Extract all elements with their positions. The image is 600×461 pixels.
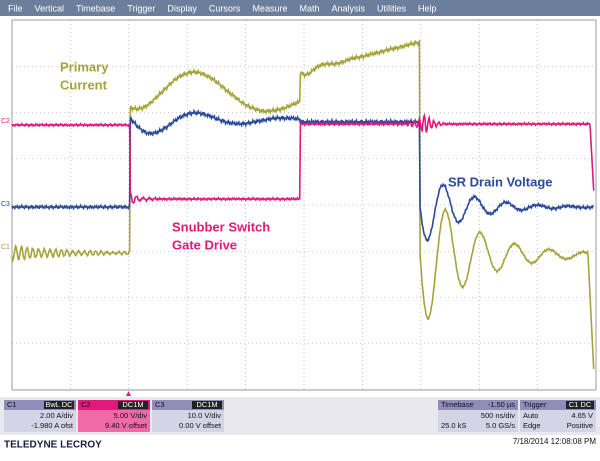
- channel-name: C1: [7, 400, 17, 409]
- badge: [44, 401, 74, 409]
- trace-marker: C2: [1, 118, 10, 125]
- trace-c2: [11, 112, 595, 204]
- menu-item[interactable]: Vertical: [35, 3, 65, 13]
- menu-item[interactable]: Utilities: [377, 3, 407, 13]
- badge: [118, 401, 148, 409]
- info-right: Positive: [567, 421, 593, 430]
- menu-item[interactable]: Measure: [252, 3, 287, 13]
- menu-item[interactable]: Timebase: [76, 3, 115, 13]
- menu-item[interactable]: Trigger: [127, 3, 155, 13]
- info-header: [520, 400, 596, 410]
- channel-offset: -1.980 A ofst: [31, 421, 74, 430]
- menu-bar: [0, 0, 600, 16]
- menu-item[interactable]: Help: [418, 3, 437, 13]
- channel-scale: 5.00 V/div: [114, 411, 148, 420]
- channel-name: C2: [81, 400, 91, 409]
- badge-text: C1 DC: [569, 400, 592, 409]
- channel-scale: 10.0 V/div: [188, 411, 222, 420]
- menu-item[interactable]: Display: [167, 3, 197, 13]
- info-left: Auto: [523, 411, 538, 420]
- annotation: SR Drain Voltage: [448, 174, 553, 189]
- channel-header: [152, 400, 224, 410]
- trace-c1: [11, 39, 595, 370]
- info-title: Trigger: [523, 400, 547, 409]
- info-value: -1.50 µs: [488, 400, 515, 409]
- badge-text: BwL DC: [45, 400, 73, 409]
- trigger-marker: [126, 391, 131, 396]
- badge: [192, 401, 222, 409]
- channel-offset: 0.00 V offset: [179, 421, 222, 430]
- badge: [566, 401, 594, 409]
- menu-item[interactable]: Cursors: [209, 3, 241, 13]
- annotation: Gate Drive: [172, 237, 237, 252]
- trace-c3: [11, 108, 595, 243]
- channel-name: C3: [155, 400, 165, 409]
- info-title: Timebase: [441, 400, 474, 409]
- annotation: Primary: [60, 59, 109, 74]
- info-left: Edge: [523, 421, 541, 430]
- trace-marker: C3: [1, 201, 10, 208]
- menu-item[interactable]: File: [8, 3, 23, 13]
- info-left: 25.0 kS: [441, 421, 466, 430]
- badge-text: DC1M: [122, 400, 143, 409]
- info-right: 4.65 V: [571, 411, 593, 420]
- channel-header: [78, 400, 150, 410]
- info-right: 5.0 GS/s: [486, 421, 515, 430]
- annotation: Current: [60, 77, 108, 92]
- channel-scale: 2.00 A/div: [40, 411, 73, 420]
- channel-offset: 9.40 V offset: [105, 421, 148, 430]
- menu-item[interactable]: Analysis: [331, 3, 365, 13]
- brand: TELEDYNE LECROY: [4, 440, 102, 451]
- channel-header: [4, 400, 76, 410]
- info-right: 500 ns/div: [481, 411, 515, 420]
- timestamp: 7/18/2014 12:08:08 PM: [513, 437, 597, 446]
- menu-item[interactable]: Math: [299, 3, 319, 13]
- annotation: Snubber Switch: [172, 219, 270, 234]
- trace-marker: C1: [1, 244, 10, 251]
- info-header: [438, 400, 518, 410]
- badge-text: DC1M: [196, 400, 217, 409]
